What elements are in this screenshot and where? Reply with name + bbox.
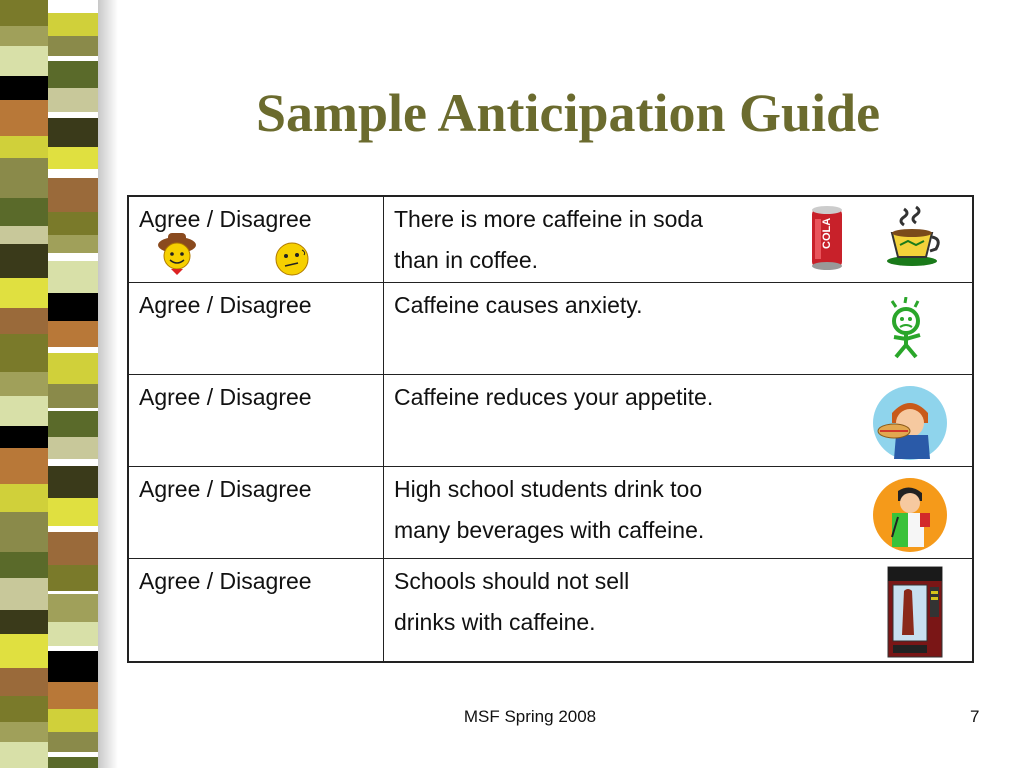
cola-can-icon: COLA xyxy=(812,206,842,270)
choice-cell: Agree / Disagree xyxy=(127,281,384,375)
stripe-segment xyxy=(48,466,98,502)
stripe-segment xyxy=(0,76,48,100)
table-row: Agree / Disagree Caffeine reduces your a… xyxy=(127,373,974,467)
stripe-segment xyxy=(0,158,48,198)
stripe-segment xyxy=(0,512,48,552)
stripe-segment xyxy=(48,565,98,591)
statement-text: High school students drink too many beve… xyxy=(394,475,705,543)
statement-text: Schools should not sell drinks with caff… xyxy=(394,567,630,635)
stripe-segment xyxy=(48,651,98,685)
stripe-segment xyxy=(0,26,48,46)
stripe-segment xyxy=(0,226,48,244)
stripe-segment xyxy=(48,411,98,441)
choice-cell: Agree / Disagree xyxy=(127,557,384,663)
stripe-segment xyxy=(0,0,48,26)
stripe-segment xyxy=(0,668,48,696)
choice-cell: Agree / Disagree xyxy=(127,465,384,559)
stripe-segment xyxy=(0,278,48,308)
stripe-segment xyxy=(48,293,98,323)
stripe-segment xyxy=(0,46,48,76)
stripe-segment xyxy=(48,36,98,56)
anxious-person-icon xyxy=(890,296,921,358)
table-row: Agree / Disagree Caffeine causes anxiety… xyxy=(127,281,974,375)
stripe-segment xyxy=(48,757,98,768)
stripe-segment xyxy=(48,61,98,91)
stripe-segment xyxy=(48,384,98,408)
stripe-segment xyxy=(0,396,48,426)
table-row: Agree / Disagree High school students dr… xyxy=(127,465,974,559)
student-drinking-icon xyxy=(873,477,947,552)
stripe-segment xyxy=(0,696,48,722)
stripe-segment xyxy=(48,437,98,459)
stripe-segment xyxy=(0,448,48,484)
slide-title: Sample Anticipation Guide xyxy=(255,83,881,143)
stripe-segment xyxy=(0,372,48,396)
stripe-segment xyxy=(48,88,98,112)
agree-disagree-label: Agree / Disagree xyxy=(139,475,312,502)
stripe-segment xyxy=(48,682,98,710)
statement-text: There is more caffeine in soda than in c… xyxy=(394,206,703,273)
svg-text:COLA: COLA xyxy=(821,218,833,249)
stripe-pattern xyxy=(0,0,98,768)
cowboy-smiley-icon xyxy=(158,233,196,275)
choice-cell: Agree / Disagree xyxy=(127,195,384,283)
stripe-shadow xyxy=(98,0,118,768)
statement-cell: There is more caffeine in soda than in c… xyxy=(383,195,974,283)
statement-text: Caffeine reduces your appetite. xyxy=(394,383,714,410)
stripe-segment xyxy=(0,742,48,768)
stripe-segment xyxy=(48,235,98,253)
stripe-segment xyxy=(48,594,98,626)
stripe-segment xyxy=(0,308,48,334)
agree-disagree-label: Agree / Disagree xyxy=(139,206,312,232)
table-row: Agree / Disagree There is more caffeine … xyxy=(127,195,974,283)
statement-cell: Caffeine reduces your appetite. xyxy=(383,373,974,467)
thinking-smiley-icon xyxy=(275,242,309,276)
eating-sandwich-icon xyxy=(873,385,947,460)
statement-cell: High school students drink too many beve… xyxy=(383,465,974,559)
agree-disagree-label: Agree / Disagree xyxy=(139,383,312,410)
stripe-segment xyxy=(48,13,98,39)
stripe-segment xyxy=(48,261,98,295)
slide-footer: MSF Spring 2008 xyxy=(463,707,597,726)
stripe-segment xyxy=(48,147,98,169)
stripe-segment xyxy=(0,722,48,742)
stripe-segment xyxy=(0,484,48,512)
decorative-stripe-bar xyxy=(0,0,118,768)
stripe-segment xyxy=(0,100,48,136)
stripe-segment xyxy=(48,732,98,752)
stripe-segment xyxy=(0,552,48,578)
page-number: 7 xyxy=(970,707,980,726)
anticipation-guide-table: Agree / Disagree There is more caffeine … xyxy=(127,195,974,663)
agree-disagree-label: Agree / Disagree xyxy=(139,567,312,594)
agree-disagree-label: Agree / Disagree xyxy=(139,291,312,318)
choice-cell: Agree / Disagree xyxy=(127,373,384,467)
steaming-coffee-cup-icon xyxy=(887,205,940,266)
stripe-segment xyxy=(48,709,98,735)
stripe-segment xyxy=(0,334,48,372)
statement-text: Caffeine causes anxiety. xyxy=(394,291,643,318)
stripe-segment xyxy=(0,426,48,448)
stripe-segment xyxy=(48,178,98,218)
statement-cell: Caffeine causes anxiety. xyxy=(383,281,974,375)
stripe-segment xyxy=(0,198,48,226)
stripe-segment xyxy=(0,136,48,158)
statement-cell: Schools should not sell drinks with caff… xyxy=(383,557,974,663)
stripe-segment xyxy=(0,634,48,668)
stripe-segment xyxy=(0,244,48,278)
stripe-segment xyxy=(48,622,98,646)
table-row: Agree / Disagree Schools should not sell… xyxy=(127,557,974,663)
stripe-segment xyxy=(48,498,98,526)
stripe-segment xyxy=(0,578,48,610)
stripe-segment xyxy=(48,321,98,347)
stripe-segment xyxy=(0,610,48,634)
vending-machine-icon xyxy=(887,566,943,657)
